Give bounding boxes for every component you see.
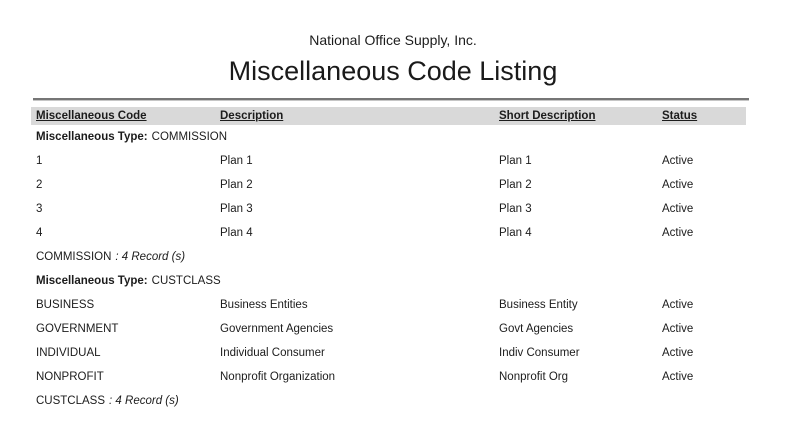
cell-code: 4 bbox=[36, 227, 43, 239]
cell-short-description: Plan 4 bbox=[499, 227, 532, 239]
table-row: INDIVIDUAL Individual Consumer Indiv Con… bbox=[31, 341, 746, 365]
cell-status: Active bbox=[662, 179, 694, 191]
group-footer-name: COMMISSION bbox=[36, 251, 112, 263]
cell-short-description: Plan 3 bbox=[499, 203, 532, 215]
table-row: GOVERNMENT Government Agencies Govt Agen… bbox=[31, 317, 746, 341]
column-header-short-description: Short Description bbox=[499, 110, 596, 122]
table-row: BUSINESS Business Entities Business Enti… bbox=[31, 293, 746, 317]
cell-short-description: Business Entity bbox=[499, 299, 578, 311]
cell-status: Active bbox=[662, 155, 694, 167]
cell-description: Plan 3 bbox=[220, 203, 253, 215]
cell-status: Active bbox=[662, 371, 694, 383]
cell-status: Active bbox=[662, 299, 694, 311]
cell-short-description: Plan 1 bbox=[499, 155, 532, 167]
table-row: 4 Plan 4 Plan 4 Active bbox=[31, 221, 746, 245]
table-row: 2 Plan 2 Plan 2 Active bbox=[31, 173, 746, 197]
group-count-row-commission: COMMISSION : 4 Record (s) bbox=[31, 245, 746, 269]
group-record-count: : 4 Record (s) bbox=[115, 251, 186, 263]
group-footer-name: CUSTCLASS bbox=[36, 395, 106, 407]
cell-status: Active bbox=[662, 323, 694, 335]
column-header-description: Description bbox=[220, 110, 284, 122]
group-count-row-custclass: CUSTCLASS : 4 Record (s) bbox=[31, 389, 746, 413]
report-page: National Office Supply, Inc. Miscellaneo… bbox=[0, 32, 786, 444]
cell-description: Government Agencies bbox=[220, 323, 334, 335]
table-row: 3 Plan 3 Plan 3 Active bbox=[31, 197, 746, 221]
cell-status: Active bbox=[662, 347, 694, 359]
group-type-label: Miscellaneous Type: bbox=[36, 275, 148, 287]
group-type-value: CUSTCLASS bbox=[151, 275, 221, 287]
cell-code: NONPROFIT bbox=[36, 371, 104, 383]
cell-short-description: Plan 2 bbox=[499, 179, 532, 191]
cell-code: BUSINESS bbox=[36, 299, 95, 311]
table-row: NONPROFIT Nonprofit Organization Nonprof… bbox=[31, 365, 746, 389]
group-type-value: COMMISSION bbox=[151, 131, 228, 143]
cell-description: Individual Consumer bbox=[220, 347, 325, 359]
company-name: National Office Supply, Inc. bbox=[309, 32, 477, 48]
cell-description: Nonprofit Organization bbox=[220, 371, 336, 383]
cell-description: Plan 2 bbox=[220, 179, 253, 191]
cell-description: Plan 1 bbox=[220, 155, 253, 167]
cell-description: Business Entities bbox=[220, 299, 308, 311]
column-header-miscellaneous-code: Miscellaneous Code bbox=[36, 110, 147, 122]
code-listing-table: Miscellaneous Code Description Short Des… bbox=[31, 107, 746, 413]
table-header-row: Miscellaneous Code Description Short Des… bbox=[31, 107, 746, 125]
cell-code: 3 bbox=[36, 203, 43, 215]
group-header-commission: Miscellaneous Type: COMMISSION bbox=[31, 125, 746, 149]
cell-code: 2 bbox=[36, 179, 43, 191]
cell-code: GOVERNMENT bbox=[36, 323, 119, 335]
cell-status: Active bbox=[662, 227, 694, 239]
title-separator bbox=[33, 98, 749, 101]
cell-status: Active bbox=[662, 203, 694, 215]
cell-code: INDIVIDUAL bbox=[36, 347, 101, 359]
cell-short-description: Indiv Consumer bbox=[499, 347, 580, 359]
cell-description: Plan 4 bbox=[220, 227, 253, 239]
page-title: Miscellaneous Code Listing bbox=[228, 56, 558, 86]
table-row: 1 Plan 1 Plan 1 Active bbox=[31, 149, 746, 173]
column-header-status: Status bbox=[662, 110, 698, 122]
cell-code: 1 bbox=[36, 155, 43, 167]
cell-short-description: Govt Agencies bbox=[499, 323, 574, 335]
group-record-count: : 4 Record (s) bbox=[109, 395, 179, 407]
group-header-custclass: Miscellaneous Type: CUSTCLASS bbox=[31, 269, 746, 293]
cell-short-description: Nonprofit Org bbox=[499, 371, 569, 383]
group-type-label: Miscellaneous Type: bbox=[36, 131, 148, 143]
